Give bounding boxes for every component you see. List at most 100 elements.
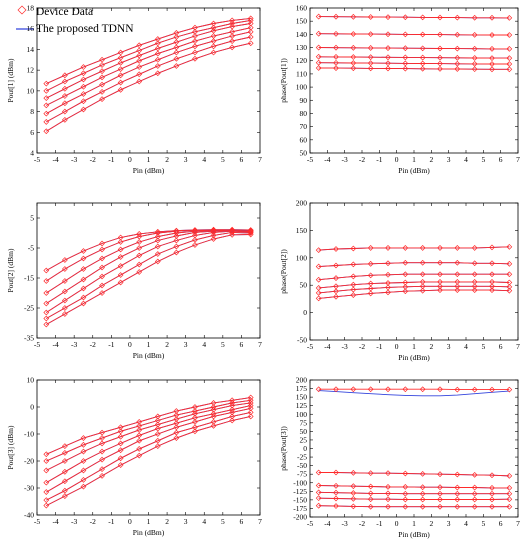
device-data-point: [61, 257, 68, 263]
device-data-point: [315, 44, 322, 51]
device-data-point: [247, 34, 254, 40]
x-tick-label: 5: [481, 155, 485, 164]
device-data-point: [173, 435, 180, 441]
device-data-point: [489, 244, 495, 251]
tdnn-line: [46, 407, 251, 493]
device-data-point: [99, 440, 105, 447]
device-data-point: [136, 239, 143, 245]
device-data-point: [506, 283, 513, 290]
device-data-point: [333, 54, 339, 60]
device-data-point: [247, 228, 254, 235]
device-data-point: [506, 287, 513, 294]
y-tick-label: -50: [297, 461, 307, 470]
device-data-point: [61, 78, 68, 85]
device-data-point: [43, 451, 50, 458]
device-data-point: [154, 243, 161, 250]
device-data-point: [80, 458, 87, 464]
x-tick-label: 0: [395, 519, 399, 528]
device-data-point: [489, 14, 495, 21]
x-tick-label: 7: [516, 519, 520, 528]
device-data-line: [318, 16, 510, 19]
x-axis-label: Pin (dBm): [133, 528, 165, 537]
device-data-point: [489, 503, 495, 510]
device-data-point: [333, 246, 339, 252]
y-tick-label: 6: [30, 128, 34, 137]
y-tick-label: 110: [296, 69, 307, 78]
x-tick-label: 6: [499, 519, 503, 528]
x-tick-label: -2: [90, 340, 96, 349]
series-3: [315, 271, 513, 283]
legend: Device Data The proposed TDNN: [16, 5, 134, 35]
device-data-point: [117, 424, 124, 431]
device-data-point: [385, 289, 391, 296]
device-data-point: [154, 437, 161, 444]
device-data-point: [367, 65, 374, 72]
device-data-point: [437, 496, 443, 503]
device-data-point: [419, 386, 426, 393]
device-data-point: [437, 259, 443, 266]
y-tick-label: -40: [24, 511, 34, 520]
x-tick-label: -3: [71, 517, 77, 526]
device-data-point: [454, 45, 461, 52]
device-data-line: [318, 505, 510, 508]
device-data-point: [43, 102, 50, 109]
x-tick-label: -4: [52, 155, 58, 164]
x-tick-label: -5: [34, 340, 40, 349]
y-tick-label: -10: [24, 430, 34, 439]
device-data-point: [419, 484, 426, 491]
device-data-point: [506, 243, 513, 250]
device-data-point: [402, 45, 409, 52]
x-tick-label: -1: [108, 517, 114, 526]
device-data-point: [506, 260, 513, 267]
y-tick-label: 0: [303, 308, 307, 317]
device-data-line: [46, 19, 251, 92]
device-data-point: [350, 65, 357, 72]
legend-device-data-marker: [17, 5, 27, 15]
series-5: [315, 495, 513, 503]
tdnn-line: [46, 231, 251, 319]
x-tick-label: 1: [412, 155, 416, 164]
device-data-line: [46, 415, 251, 507]
device-data-point: [385, 54, 391, 61]
device-data-point: [315, 386, 322, 393]
device-data-point: [489, 386, 495, 393]
device-data-point: [419, 287, 426, 294]
series-2: [315, 259, 513, 270]
x-tick-label: 3: [447, 155, 451, 164]
legend-diamond-marker: [17, 5, 27, 15]
device-data-point: [99, 456, 105, 463]
device-data-point: [154, 413, 161, 420]
device-data-point: [61, 93, 68, 99]
device-data-point: [489, 490, 495, 497]
device-data-point: [192, 424, 198, 431]
device-data-point: [173, 237, 180, 244]
legend-tdnn-label: The proposed TDNN: [36, 23, 134, 35]
device-data-point: [136, 64, 143, 70]
device-data-point: [350, 245, 357, 252]
device-data-point: [136, 432, 143, 439]
series-1: [315, 13, 513, 21]
device-data-point: [471, 55, 478, 61]
y-tick-label: 25: [300, 435, 308, 444]
device-data-point: [333, 386, 339, 393]
device-data-point: [80, 294, 87, 301]
device-data-point: [173, 49, 180, 56]
x-tick-label: -4: [52, 340, 58, 349]
tdnn-line: [318, 285, 510, 294]
device-data-point: [367, 386, 374, 393]
device-data-point: [419, 490, 426, 497]
device-data-point: [471, 66, 478, 73]
device-data-point: [80, 248, 87, 254]
device-data-point: [192, 43, 198, 50]
device-data-point: [61, 100, 68, 107]
device-data-line: [46, 230, 251, 313]
device-data-point: [385, 65, 391, 72]
x-tick-label: 4: [202, 340, 206, 349]
device-data-point: [117, 246, 124, 253]
device-data-point: [117, 59, 124, 66]
device-data-point: [315, 482, 322, 489]
device-data-point: [80, 255, 87, 262]
device-data-point: [229, 38, 236, 45]
y-tick-label: -125: [293, 487, 307, 496]
device-data-point: [454, 490, 461, 497]
